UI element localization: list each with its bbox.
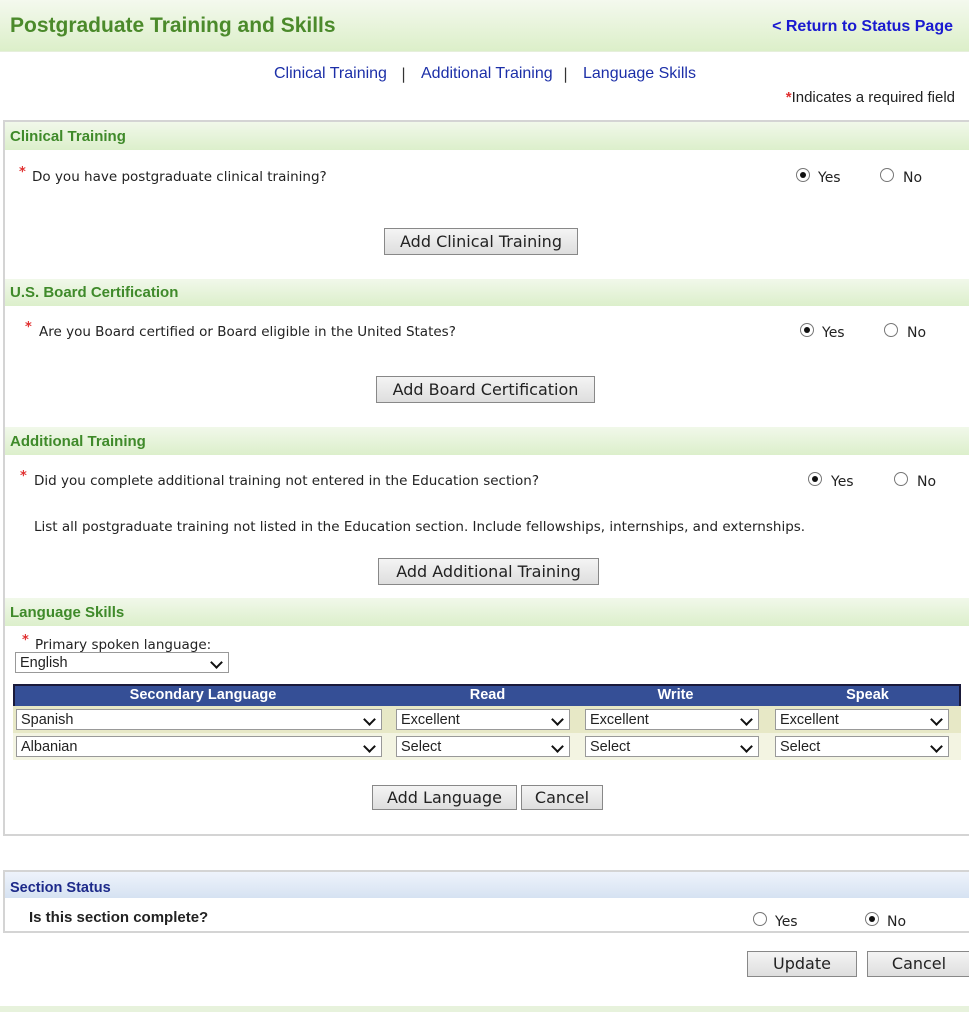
status-no-radio[interactable] [865,912,879,926]
page-title: Postgraduate Training and Skills [10,14,336,37]
radio-label: No [907,325,927,341]
radio-label: Yes [822,325,845,341]
board-question: Are you Board certified or Board eligibl… [39,324,456,340]
column-header: Read [469,687,506,703]
speak-select[interactable]: Excellent [775,709,949,730]
nav-separator: | [401,65,407,83]
section-heading-additional: Additional Training [5,427,969,455]
add-board-certification-button[interactable]: Add Board Certification [376,376,595,403]
cancel-language-button[interactable]: Cancel [521,785,603,810]
status-yes-radio[interactable] [753,912,767,926]
required-star: * [19,165,26,180]
secondary-language-select[interactable]: Spanish [16,709,382,730]
section-status-box [3,870,969,933]
write-select[interactable]: Select [585,736,759,757]
speak-select[interactable]: Select [775,736,949,757]
add-clinical-training-button[interactable]: Add Clinical Training [384,228,578,255]
read-select[interactable]: Select [396,736,570,757]
radio-label: No [903,170,923,186]
add-additional-training-button[interactable]: Add Additional Training [378,558,599,585]
required-star: * [25,320,32,335]
board-yes-radio[interactable] [800,323,814,337]
radio-label: Yes [831,474,854,490]
add-language-button[interactable]: Add Language [372,785,517,810]
board-no-radio[interactable] [884,323,898,337]
clinical-yes-radio[interactable] [796,168,810,182]
primary-language-label: Primary spoken language: [35,637,212,653]
section-heading-board: U.S. Board Certification [5,279,969,306]
additional-yes-radio[interactable] [808,472,822,486]
required-field-note: *Indicates a required field [786,89,955,106]
column-header: Speak [846,687,889,703]
additional-no-radio[interactable] [894,472,908,486]
nav-clinical-training[interactable]: Clinical Training [274,65,387,82]
column-header: Secondary Language [129,687,277,703]
footer-bar [0,1006,969,1012]
column-header: Write [657,687,694,703]
required-star: * [20,469,27,484]
page-header [0,0,969,52]
update-button[interactable]: Update [747,951,857,977]
return-to-status-link[interactable]: < Return to Status Page [772,18,953,35]
primary-language-select[interactable]: English [15,652,229,673]
status-question: Is this section complete? [29,909,209,926]
clinical-question: Do you have postgraduate clinical traini… [32,169,327,185]
required-star: * [22,633,29,648]
clinical-no-radio[interactable] [880,168,894,182]
additional-question: Did you complete additional training not… [34,473,539,489]
nav-separator: | [563,65,569,83]
section-status-heading: Section Status [5,872,969,898]
radio-label: No [917,474,937,490]
nav-language-skills[interactable]: Language Skills [583,65,696,82]
radio-label: No [887,914,907,930]
radio-label: Yes [818,170,841,186]
required-star: * [785,89,792,106]
form-container [3,120,969,836]
section-heading-clinical: Clinical Training [5,122,969,150]
section-heading-language: Language Skills [5,598,969,626]
radio-label: Yes [775,914,798,930]
nav-additional-training[interactable]: Additional Training [421,65,553,82]
write-select[interactable]: Excellent [585,709,759,730]
additional-note: List all postgraduate training not liste… [34,519,806,535]
cancel-button[interactable]: Cancel [867,951,969,977]
secondary-language-select[interactable]: Albanian [16,736,382,757]
language-table-header [13,684,961,706]
required-note-text: Indicates a required field [791,89,955,106]
read-select[interactable]: Excellent [396,709,570,730]
